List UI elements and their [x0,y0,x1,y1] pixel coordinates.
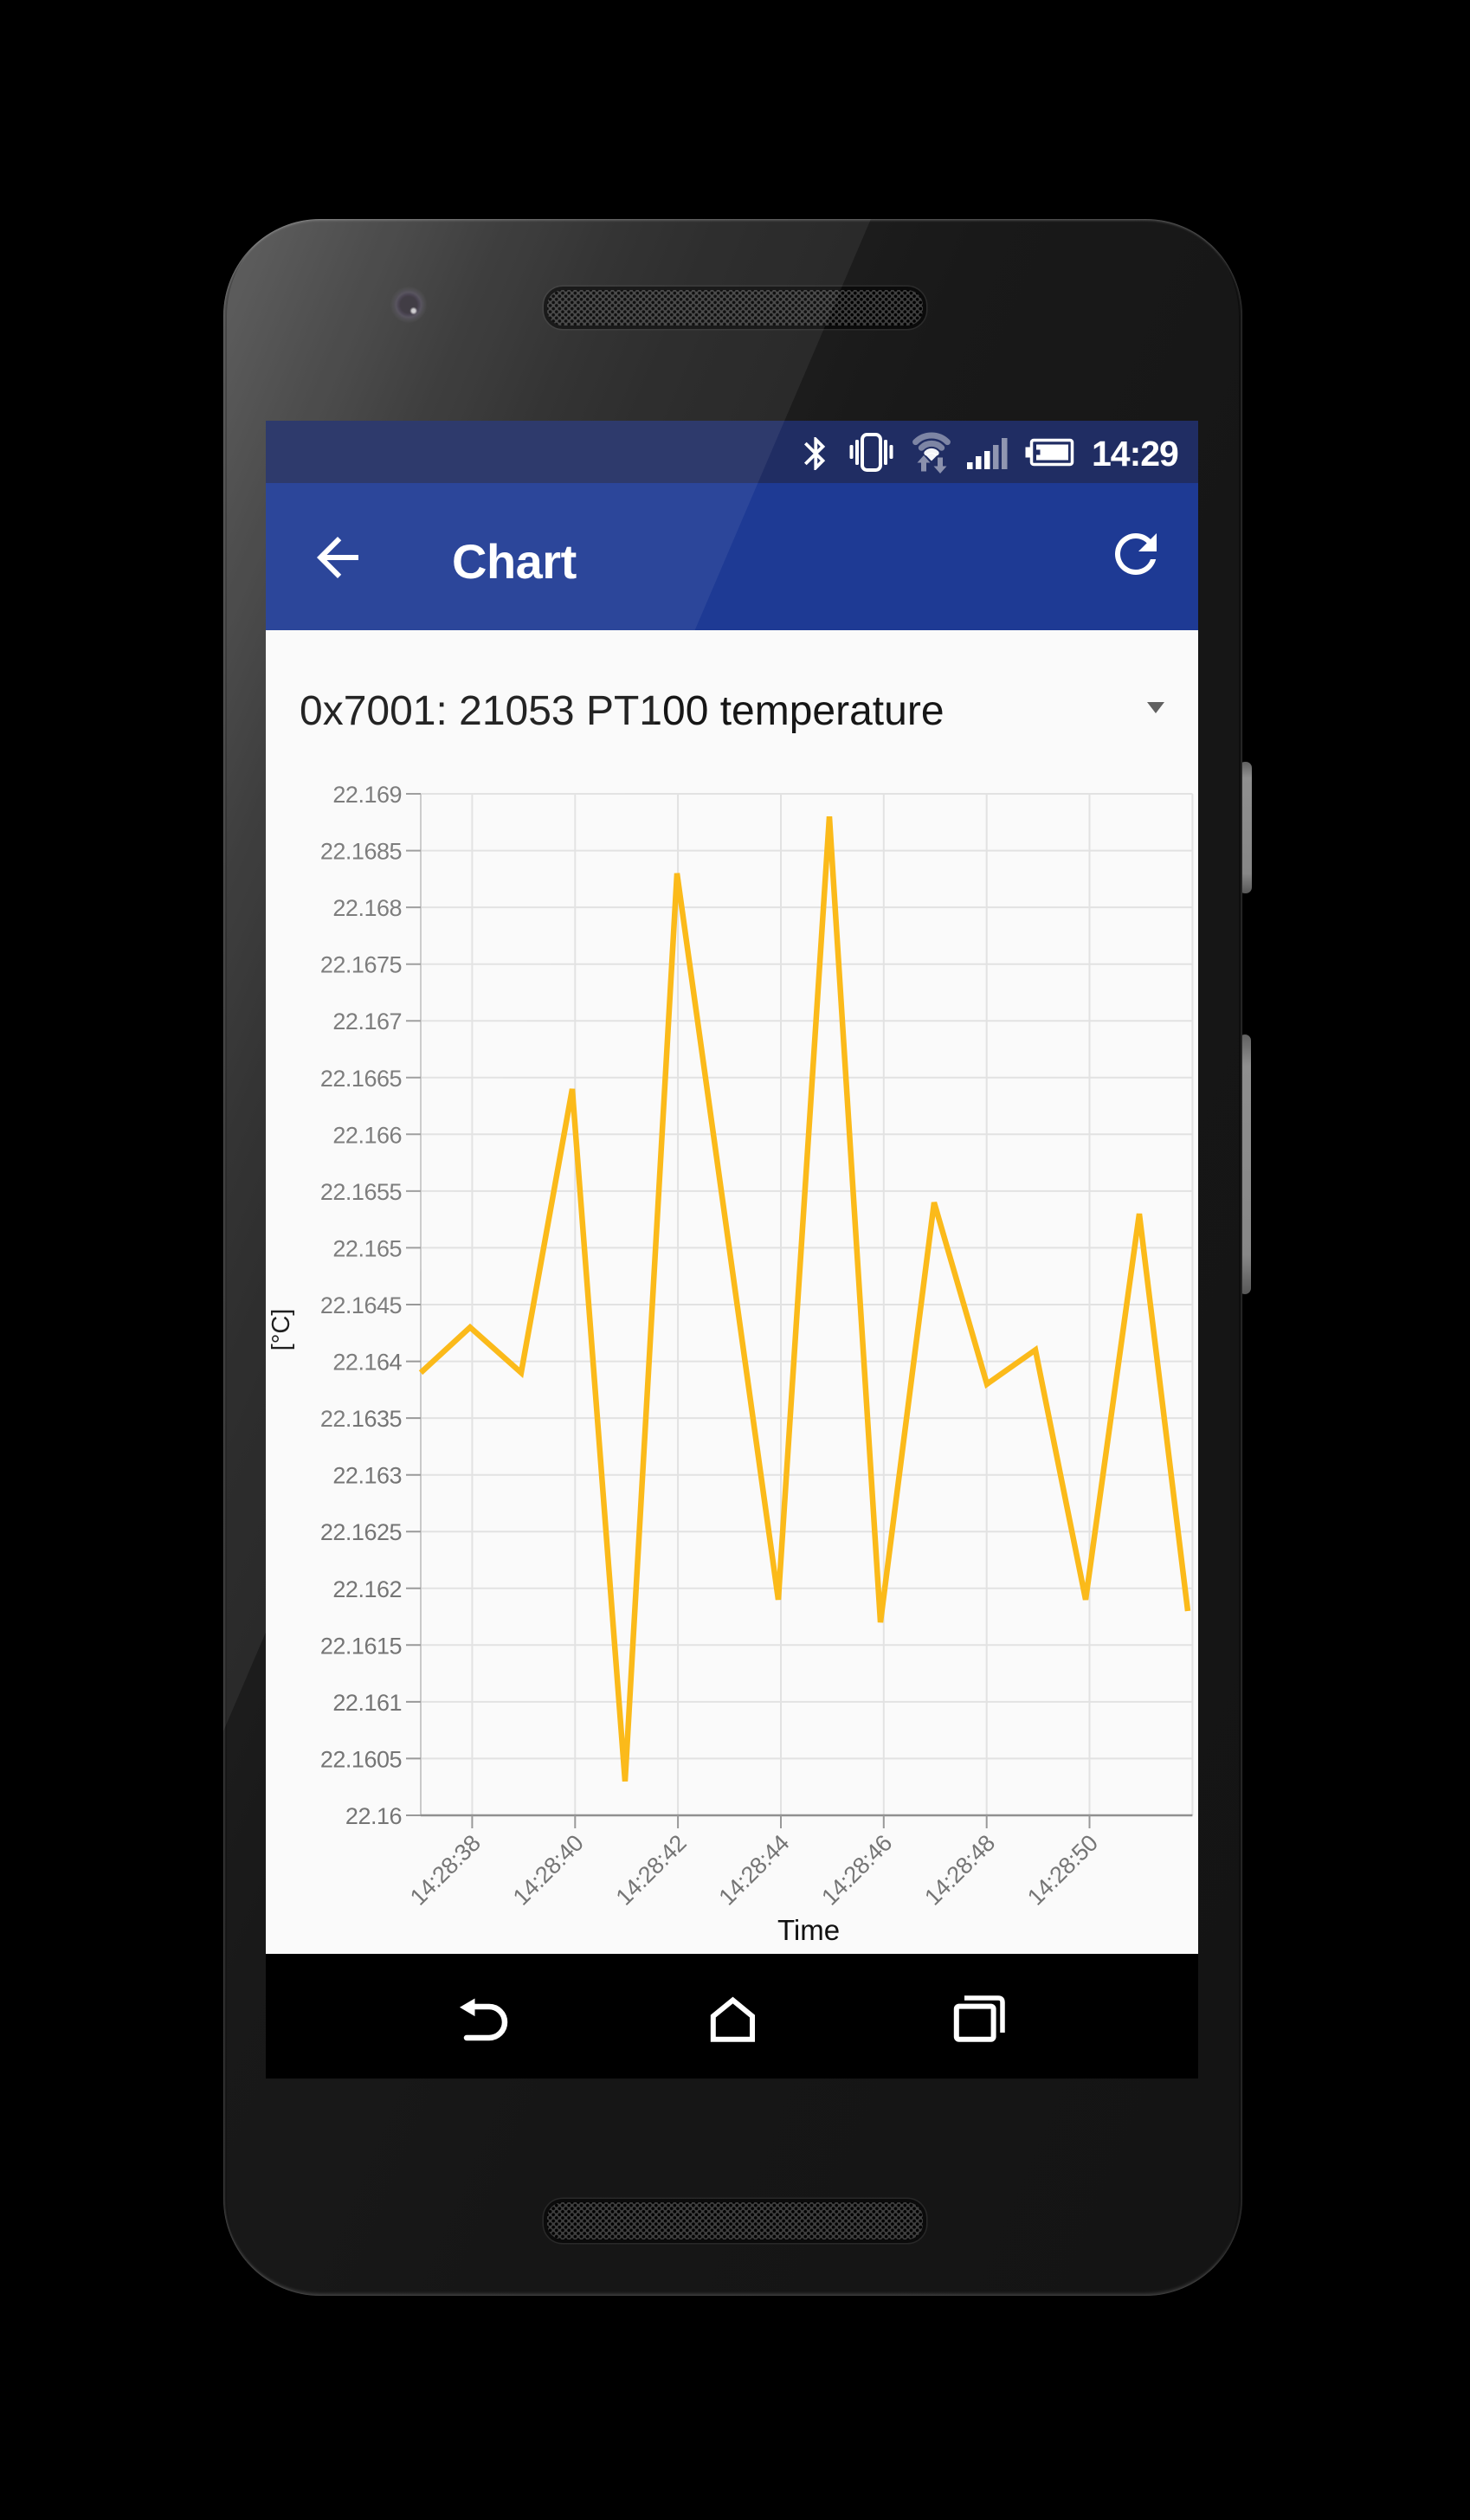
svg-text:14:28:46: 14:28:46 [816,1830,897,1911]
svg-text:22.1615: 22.1615 [320,1633,402,1659]
svg-text:22.169: 22.169 [332,782,402,808]
svg-text:22.1655: 22.1655 [320,1179,402,1205]
svg-text:14:28:44: 14:28:44 [714,1830,795,1911]
svg-text:22.162: 22.162 [332,1576,402,1602]
svg-text:22.1665: 22.1665 [320,1066,402,1092]
svg-text:Chart: Chart [452,534,577,589]
svg-text:22.1645: 22.1645 [320,1292,402,1318]
svg-text:22.163: 22.163 [332,1463,402,1489]
svg-text:14:28:50: 14:28:50 [1022,1830,1103,1911]
svg-text:22.1625: 22.1625 [320,1519,402,1545]
svg-text:22.164: 22.164 [332,1350,402,1376]
svg-text:22.167: 22.167 [332,1009,402,1034]
svg-text:22.1605: 22.1605 [320,1746,402,1772]
svg-text:Time: Time [777,1914,840,1946]
svg-text:22.1685: 22.1685 [320,839,402,865]
svg-text:22.16: 22.16 [345,1803,402,1829]
svg-text:14:29: 14:29 [1092,434,1178,474]
svg-text:14:28:38: 14:28:38 [405,1830,486,1911]
svg-text:0x7001: 21053 PT100 temperatur: 0x7001: 21053 PT100 temperature [300,688,945,734]
svg-text:22.168: 22.168 [332,895,402,921]
svg-text:22.161: 22.161 [332,1690,402,1716]
svg-text:22.1675: 22.1675 [320,952,402,978]
svg-text:22.165: 22.165 [332,1235,402,1261]
svg-text:14:28:48: 14:28:48 [919,1830,1000,1911]
svg-text:[°C]: [°C] [268,1309,295,1351]
svg-text:22.166: 22.166 [332,1122,402,1148]
svg-text:14:28:42: 14:28:42 [611,1830,692,1911]
svg-text:22.1635: 22.1635 [320,1406,402,1432]
svg-text:14:28:40: 14:28:40 [508,1830,589,1911]
